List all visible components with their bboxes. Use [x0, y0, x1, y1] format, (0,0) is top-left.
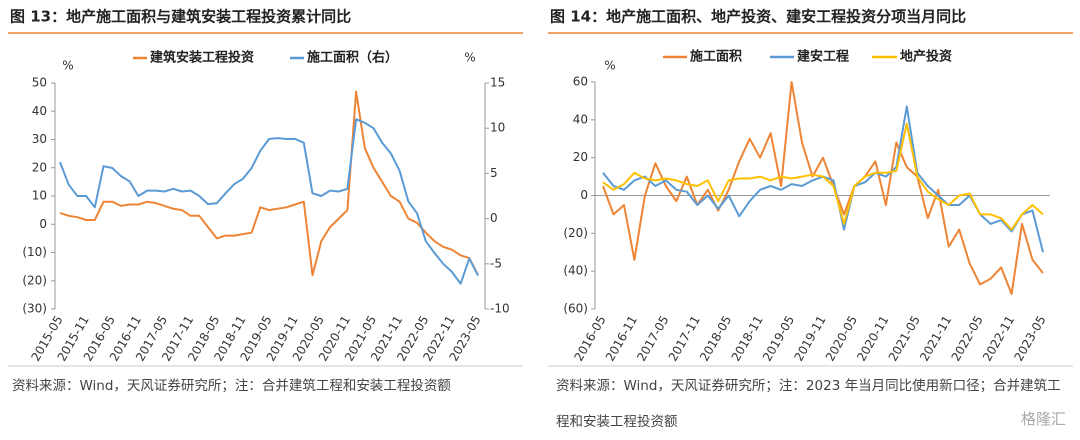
- watermark: 格隆汇: [1020, 410, 1066, 428]
- y-unit: %: [604, 59, 615, 73]
- y-tick-label: (60): [563, 302, 588, 316]
- legend-label: 地产投资: [900, 49, 952, 65]
- y-tick-label: (10): [22, 245, 47, 259]
- y2-tick-label: 15: [490, 76, 505, 90]
- series-line: [59, 90, 479, 277]
- y-tick-label: (20): [563, 226, 588, 240]
- legend-label: 建筑安装工程投资: [150, 50, 254, 66]
- series-line: [59, 118, 479, 285]
- legend-label: 建安工程: [797, 49, 849, 65]
- y2-tick-label: -5: [490, 256, 502, 270]
- source-note: 资料来源：Wind，天风证券研究所；注：2023 年当月同比使用新口径；合并建筑…: [556, 378, 1061, 430]
- y-tick-label: (20): [22, 273, 47, 287]
- y2-unit: %: [464, 51, 475, 65]
- series-line: [602, 122, 1044, 231]
- legend-label: 施工面积: [690, 49, 742, 65]
- y-unit: %: [62, 59, 73, 73]
- y-tick-label: 30: [32, 132, 47, 146]
- y-tick-label: 40: [32, 104, 47, 118]
- y2-tick-label: 0: [490, 211, 498, 225]
- y-tick-label: (30): [22, 302, 47, 316]
- legend-label: 施工面积（右）: [307, 50, 398, 66]
- y-tick-label: 10: [32, 189, 47, 203]
- y-tick-label: 60: [573, 75, 588, 89]
- source-note: 资料来源：Wind，天风证券研究所；注：合并建筑工程和安装工程投资额: [12, 378, 451, 394]
- y2-tick-label: 10: [490, 121, 505, 135]
- y2-tick-label: -10: [490, 302, 510, 316]
- y-tick-label: 20: [573, 150, 588, 164]
- series-line: [602, 81, 1044, 295]
- figure-title: 图 13：地产施工面积与建筑安装工程投资累计同比: [10, 8, 351, 26]
- y-tick-label: 0: [580, 188, 588, 202]
- y-tick-label: 40: [573, 112, 588, 126]
- y2-tick-label: 5: [490, 166, 498, 180]
- x-tick-label: 2023-05: [1011, 313, 1048, 363]
- y-tick-label: 50: [32, 76, 47, 90]
- y-tick-label: 20: [32, 160, 47, 174]
- y-tick-label: 0: [39, 217, 47, 231]
- figure-title: 图 14：地产施工面积、地产投资、建安工程投资分项当月同比: [550, 8, 966, 26]
- y-tick-label: (40): [563, 264, 588, 278]
